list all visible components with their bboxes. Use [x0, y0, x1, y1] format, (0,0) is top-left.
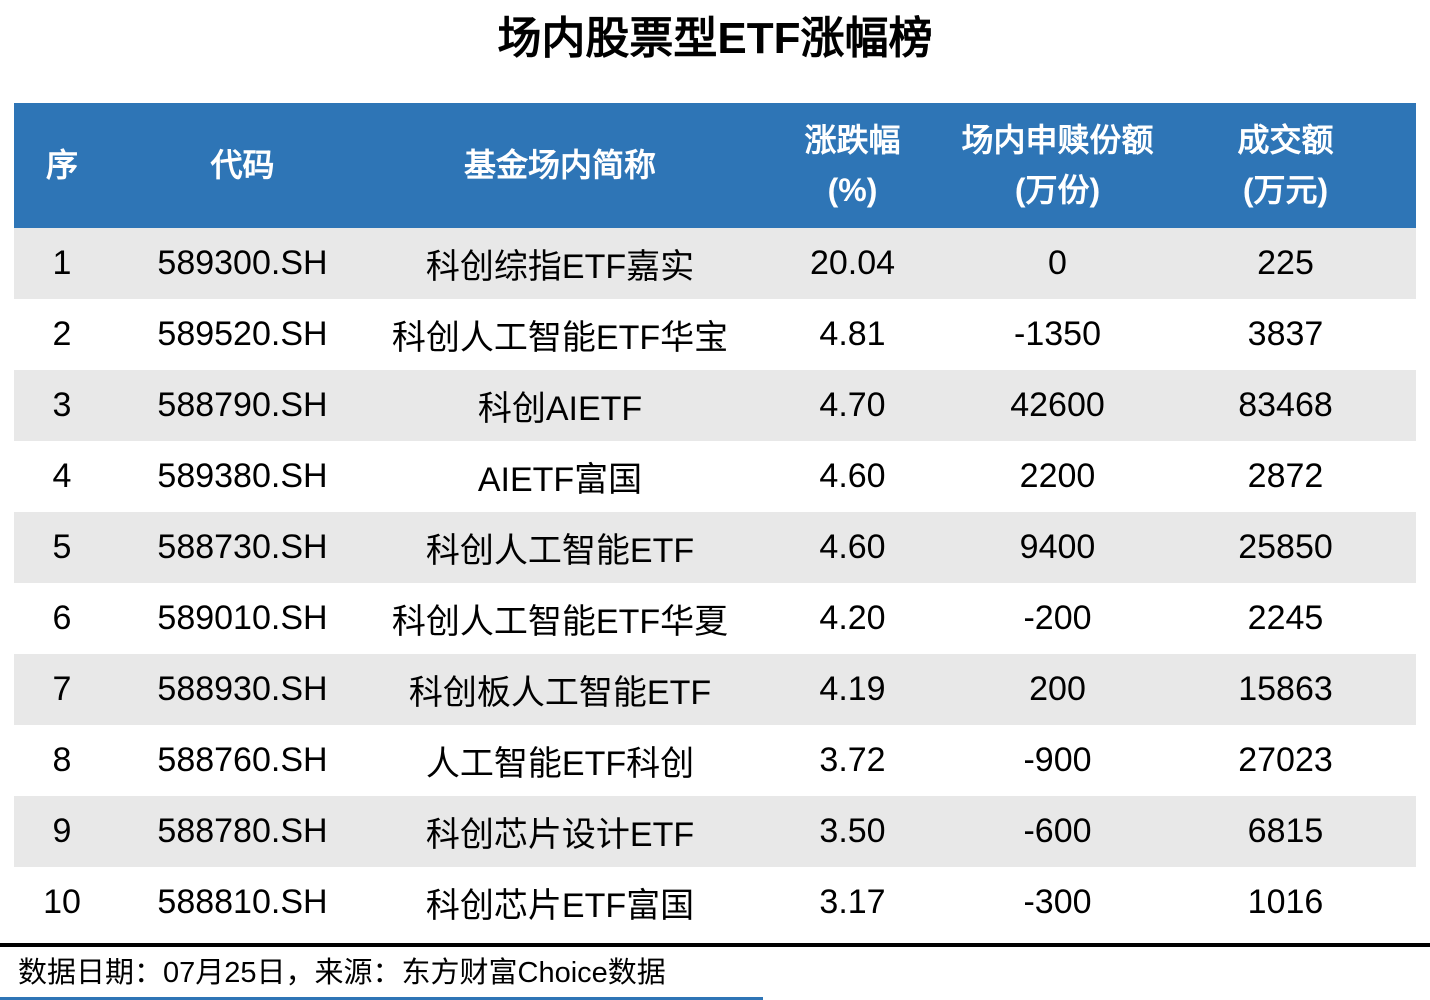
col-header-code-label: 代码 [210, 146, 275, 183]
shares-cell: -600 [1023, 812, 1092, 850]
code-cell: 589520.SH [157, 315, 328, 353]
etf-ranking-table: 序 代码 基金场内简称 涨跌幅 (%) 场内申赎份额 (万份) [14, 103, 1416, 938]
col-header-change: 涨跌幅 (%) [745, 103, 960, 228]
change-cell: 4.81 [819, 315, 886, 353]
turnover-cell: 225 [1257, 244, 1314, 282]
table-row: 9 588780.SH 科创芯片设计ETF 3.50 -600 6815 [14, 796, 1416, 867]
col-header-name-label: 基金场内简称 [463, 146, 656, 183]
change-cell: 20.04 [809, 244, 896, 282]
header-row: 序 代码 基金场内简称 涨跌幅 (%) 场内申赎份额 (万份) [14, 103, 1416, 228]
change-cell: 4.19 [819, 670, 886, 708]
col-header-rank-label: 序 [45, 146, 78, 183]
name-cell: 科创人工智能ETF华夏 [391, 603, 729, 641]
code-cell: 588730.SH [157, 528, 328, 566]
col-header-shares: 场内申赎份额 (万份) [960, 103, 1155, 228]
change-cell: 3.72 [819, 741, 886, 779]
bottom-accent-line [0, 997, 763, 1000]
change-cell: 3.17 [819, 883, 886, 921]
table-row: 2 589520.SH 科创人工智能ETF华宝 4.81 -1350 3837 [14, 299, 1416, 370]
col-header-name: 基金场内简称 [375, 103, 745, 228]
turnover-cell: 83468 [1238, 386, 1333, 424]
name-cell: 科创芯片设计ETF [425, 816, 695, 854]
shares-cell: 42600 [1010, 386, 1105, 424]
code-cell: 589300.SH [157, 244, 328, 282]
col-header-turnover: 成交额 (万元) [1155, 103, 1416, 228]
col-header-change-unit: (%) [827, 171, 878, 208]
turnover-cell: 6815 [1247, 812, 1324, 850]
table-row: 5 588730.SH 科创人工智能ETF 4.60 9400 25850 [14, 512, 1416, 583]
data-source-note: 数据日期：07月25日，来源：东方财富Choice数据 [18, 957, 666, 989]
table-row: 4 589380.SH AIETF富国 4.60 2200 2872 [14, 441, 1416, 512]
change-cell: 3.50 [819, 812, 886, 850]
shares-cell: -300 [1023, 883, 1092, 921]
turnover-cell: 2872 [1247, 457, 1324, 495]
rank-cell: 9 [52, 812, 72, 850]
rank-cell: 10 [43, 883, 81, 921]
col-header-turnover-unit: (万元) [1242, 171, 1329, 208]
name-cell: 科创AIETF [477, 390, 643, 428]
code-cell: 588930.SH [157, 670, 328, 708]
shares-cell: 200 [1029, 670, 1086, 708]
col-header-code: 代码 [110, 103, 375, 228]
footer-divider [0, 943, 1430, 947]
change-cell: 4.70 [819, 386, 886, 424]
turnover-cell: 15863 [1238, 670, 1333, 708]
change-cell: 4.60 [819, 457, 886, 495]
shares-cell: 0 [1048, 244, 1067, 282]
code-cell: 588790.SH [157, 386, 328, 424]
col-header-shares-label: 场内申赎份额 [961, 121, 1154, 158]
name-cell: 人工智能ETF科创 [425, 745, 695, 783]
name-cell: 科创综指ETF嘉实 [425, 248, 695, 286]
table-row: 7 588930.SH 科创板人工智能ETF 4.19 200 15863 [14, 654, 1416, 725]
code-cell: 589380.SH [157, 457, 328, 495]
rank-cell: 5 [52, 528, 72, 566]
col-header-shares-unit: (万份) [1014, 171, 1101, 208]
name-cell: AIETF富国 [477, 461, 643, 499]
name-cell: 科创板人工智能ETF [408, 674, 712, 712]
table-row: 8 588760.SH 人工智能ETF科创 3.72 -900 27023 [14, 725, 1416, 796]
change-cell: 4.60 [819, 528, 886, 566]
col-header-change-label: 涨跌幅 [804, 121, 901, 158]
table-row: 1 589300.SH 科创综指ETF嘉实 20.04 0 225 [14, 228, 1416, 299]
shares-cell: -200 [1023, 599, 1092, 637]
code-cell: 588780.SH [157, 812, 328, 850]
table-row: 3 588790.SH 科创AIETF 4.70 42600 83468 [14, 370, 1416, 441]
shares-cell: 2200 [1019, 457, 1096, 495]
turnover-cell: 3837 [1247, 315, 1324, 353]
name-cell: 科创人工智能ETF [425, 532, 695, 570]
table-row: 10 588810.SH 科创芯片ETF富国 3.17 -300 1016 [14, 867, 1416, 938]
shares-cell: -1350 [1014, 315, 1101, 353]
turnover-cell: 27023 [1238, 741, 1333, 779]
col-header-rank: 序 [14, 103, 110, 228]
code-cell: 588760.SH [157, 741, 328, 779]
turnover-cell: 2245 [1247, 599, 1324, 637]
rank-cell: 6 [52, 599, 72, 637]
change-cell: 4.20 [819, 599, 886, 637]
turnover-cell: 25850 [1238, 528, 1333, 566]
rank-cell: 8 [52, 741, 72, 779]
table-row: 6 589010.SH 科创人工智能ETF华夏 4.20 -200 2245 [14, 583, 1416, 654]
code-cell: 588810.SH [157, 883, 328, 921]
col-header-turnover-label: 成交额 [1237, 121, 1334, 158]
rank-cell: 7 [52, 670, 72, 708]
page-title: 场内股票型ETF涨幅榜 [497, 14, 933, 63]
rank-cell: 4 [52, 457, 72, 495]
name-cell: 科创芯片ETF富国 [425, 887, 695, 925]
name-cell: 科创人工智能ETF华宝 [391, 319, 729, 357]
turnover-cell: 1016 [1247, 883, 1324, 921]
shares-cell: 9400 [1019, 528, 1096, 566]
rank-cell: 3 [52, 386, 72, 424]
rank-cell: 1 [52, 244, 72, 282]
code-cell: 589010.SH [157, 599, 328, 637]
rank-cell: 2 [52, 315, 72, 353]
shares-cell: -900 [1023, 741, 1092, 779]
